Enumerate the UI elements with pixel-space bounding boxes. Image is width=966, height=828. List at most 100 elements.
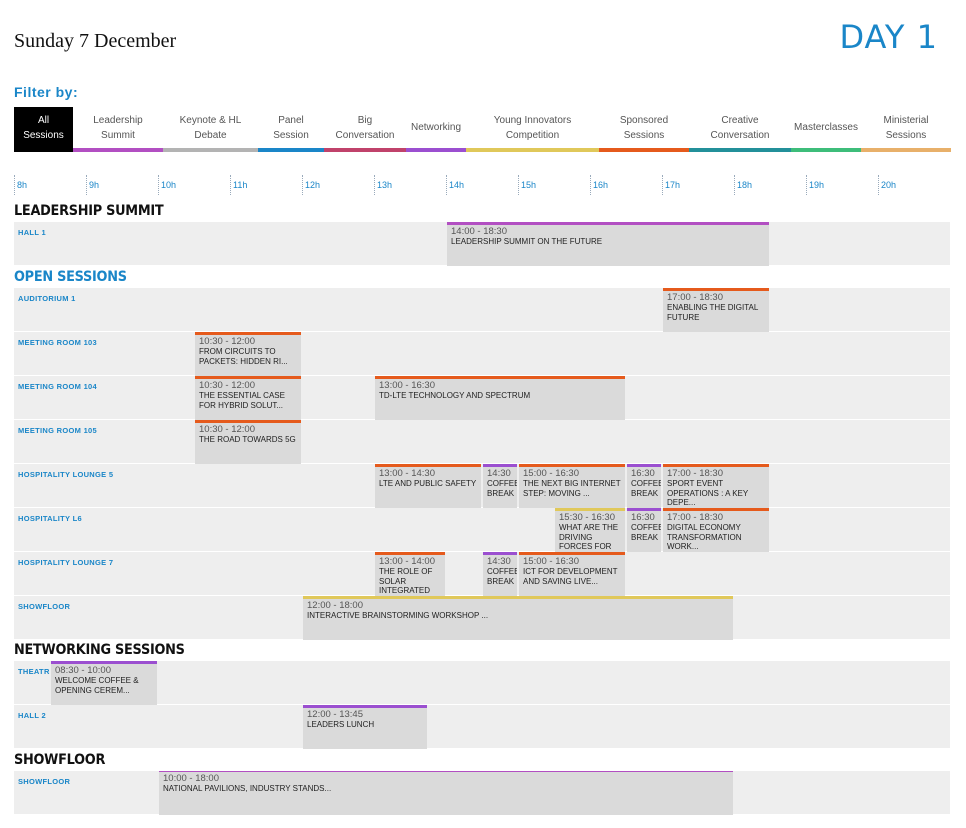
room-row: THEATR 08:30 - 10:00 WELCOME COFFEE & OPEN… <box>14 661 950 705</box>
room-row: AUDITORIUM 1 17:00 - 18:30 ENABLING THE DI… <box>14 288 950 332</box>
event-title: THE ROLE OF SOLAR INTEGRATED <box>379 567 433 595</box>
filter-ministerial[interactable]: Ministerial Sessions <box>861 107 951 152</box>
section-title: SHOWFLOOR <box>14 752 106 768</box>
hour-tick: 14h <box>446 175 464 195</box>
section-title: NETWORKING SESSIONS <box>14 642 185 658</box>
hour-tick: 16h <box>590 175 608 195</box>
room-label: THEATR <box>18 667 50 676</box>
event-title: THE ESSENTIAL CASE FOR HYBRID SOLUT... <box>199 391 285 410</box>
hour-tick: 15h <box>518 175 536 195</box>
event-title: ENABLING THE DIGITAL FUTURE <box>667 303 758 322</box>
session-event[interactable]: 13:00 - 14:30 LTE AND PUBLIC SAFETY <box>375 464 481 508</box>
session-event[interactable]: 14:00 - 18:30 LEADERSHIP SUMMIT ON THE FU… <box>447 222 769 266</box>
session-event[interactable]: 16:30 COFFEE BREAK <box>627 464 661 508</box>
room-row: MEETING ROOM 103 10:30 - 12:00 FROM CIRCUI… <box>14 332 950 376</box>
filter-leadership[interactable]: Leadership Summit <box>73 107 163 152</box>
session-event[interactable]: 12:00 - 13:45 LEADERS LUNCH <box>303 705 427 749</box>
hour-tick: 13h <box>374 175 392 195</box>
room-label: HOSPITALITY LOUNGE 5 <box>18 470 114 479</box>
filter-young[interactable]: Young Innovators Competition <box>466 107 599 152</box>
room-row: HOSPITALITY L6 15:30 - 16:30 WHAT ARE THE … <box>14 508 950 552</box>
session-event[interactable]: 14:30 COFFEE BREAK <box>483 552 517 596</box>
session-event[interactable]: 10:00 - 18:00 NATIONAL PAVILIONS, INDUSTR… <box>159 771 733 815</box>
room-row: HOSPITALITY LOUNGE 5 13:00 - 14:30 LTE AND… <box>14 464 950 508</box>
event-title: NATIONAL PAVILIONS, INDUSTRY STANDS... <box>163 784 332 793</box>
filter-big[interactable]: Big Conversation <box>324 107 406 152</box>
session-event[interactable]: 15:00 - 16:30 ICT FOR DEVELOPMENT AND SAV… <box>519 552 625 596</box>
event-time: 13:00 - 16:30 <box>379 380 435 391</box>
event-time: 16:30 <box>631 512 655 523</box>
event-time: 12:00 - 13:45 <box>307 709 363 720</box>
page-date: Sunday 7 December <box>14 30 177 52</box>
hour-tick: 11h <box>230 175 247 195</box>
event-time: 17:00 - 18:30 <box>667 292 723 303</box>
session-event[interactable]: 15:00 - 16:30 THE NEXT BIG INTERNET STEP:… <box>519 464 625 508</box>
section-title: LEADERSHIP SUMMIT <box>14 203 164 219</box>
filter-networking[interactable]: Networking <box>406 107 466 152</box>
event-time: 13:00 - 14:00 <box>379 556 435 567</box>
room-label: HOSPITALITY L6 <box>18 514 82 523</box>
time-axis: 8h 9h 10h 11h 12h 13h 14h 15h 16h 17h 18h 19h 20h <box>14 175 954 195</box>
event-title: SPORT EVENT OPERATIONS : A KEY DEPE... <box>667 479 749 507</box>
event-title: WHAT ARE THE DRIVING FORCES FOR <box>559 523 619 551</box>
filter-keynote[interactable]: Keynote & HL Debate <box>163 107 258 152</box>
room-row: MEETING ROOM 104 10:30 - 12:00 THE ESSENTI… <box>14 376 950 420</box>
event-title: FROM CIRCUITS TO PACKETS: HIDDEN RI... <box>199 347 288 366</box>
filter-masterclasses[interactable]: Masterclasses <box>791 107 861 152</box>
event-time: 14:00 - 18:30 <box>451 226 507 237</box>
room-row: SHOWFLOOR 10:00 - 18:00 NATIONAL PAVILIONS… <box>14 771 950 815</box>
room-row: MEETING ROOM 105 10:30 - 12:00 THE ROAD TO… <box>14 420 950 464</box>
room-label: HALL 2 <box>18 711 46 720</box>
session-event[interactable]: 12:00 - 18:00 INTERACTIVE BRAINSTORMING W… <box>303 596 733 640</box>
session-event[interactable]: 15:30 - 16:30 WHAT ARE THE DRIVING FORCES… <box>555 508 625 552</box>
event-time: 15:00 - 16:30 <box>523 556 579 567</box>
session-event[interactable]: 17:00 - 18:30 SPORT EVENT OPERATIONS : A … <box>663 464 769 508</box>
event-time: 10:30 - 12:00 <box>199 424 255 435</box>
event-title: LTE AND PUBLIC SAFETY <box>379 479 477 488</box>
room-label: AUDITORIUM 1 <box>18 294 76 303</box>
event-title: LEADERS LUNCH <box>307 720 375 729</box>
event-title: COFFEE BREAK <box>631 479 661 498</box>
filter-label: Filter by: <box>14 84 79 100</box>
filter-sponsored[interactable]: Sponsored Sessions <box>599 107 689 152</box>
event-time: 10:30 - 12:00 <box>199 380 255 391</box>
session-event[interactable]: 10:30 - 12:00 THE ROAD TOWARDS 5G <box>195 420 301 464</box>
event-title: COFFEE BREAK <box>487 567 517 586</box>
session-event[interactable]: 16:30 COFFEE BREAK <box>627 508 661 552</box>
section-title: OPEN SESSIONS <box>14 269 127 285</box>
filter-creative[interactable]: Creative Conversation <box>689 107 791 152</box>
session-event[interactable]: 10:30 - 12:00 FROM CIRCUITS TO PACKETS: H… <box>195 332 301 376</box>
room-label: MEETING ROOM 103 <box>18 338 97 347</box>
session-event[interactable]: 13:00 - 16:30 TD-LTE TECHNOLOGY AND SPECT… <box>375 376 625 420</box>
hour-tick: 12h <box>302 175 320 195</box>
session-event[interactable]: 14:30 COFFEE BREAK <box>483 464 517 508</box>
event-title: TD-LTE TECHNOLOGY AND SPECTRUM <box>379 391 531 400</box>
event-time: 16:30 <box>631 468 655 479</box>
event-title: THE ROAD TOWARDS 5G <box>199 435 296 444</box>
day-title: DAY 1 <box>839 18 938 56</box>
filter-all[interactable]: All Sessions <box>14 107 73 152</box>
room-label: MEETING ROOM 105 <box>18 426 97 435</box>
event-time: 13:00 - 14:30 <box>379 468 435 479</box>
filter-panel[interactable]: Panel Session <box>258 107 324 152</box>
event-time: 17:00 - 18:30 <box>667 512 723 523</box>
session-event[interactable]: 13:00 - 14:00 THE ROLE OF SOLAR INTEGRATE… <box>375 552 445 596</box>
hour-tick: 19h <box>806 175 824 195</box>
event-title: WELCOME COFFEE & OPENING CEREM... <box>55 676 139 695</box>
event-title: ICT FOR DEVELOPMENT AND SAVING LIVE... <box>523 567 618 586</box>
hour-tick: 20h <box>878 175 896 195</box>
room-row: SHOWFLOOR 12:00 - 18:00 INTERACTIVE BRAINS… <box>14 596 950 640</box>
room-row: HOSPITALITY LOUNGE 7 13:00 - 14:00 THE ROL… <box>14 552 950 596</box>
room-label: HOSPITALITY LOUNGE 7 <box>18 558 114 567</box>
room-label: MEETING ROOM 104 <box>18 382 97 391</box>
room-label: SHOWFLOOR <box>18 777 71 786</box>
session-event[interactable]: 10:30 - 12:00 THE ESSENTIAL CASE FOR HYBR… <box>195 376 301 420</box>
hour-tick: 9h <box>86 175 99 195</box>
session-event[interactable]: 08:30 - 10:00 WELCOME COFFEE & OPENING CE… <box>51 661 157 705</box>
event-title: THE NEXT BIG INTERNET STEP: MOVING ... <box>523 479 621 498</box>
event-time: 15:30 - 16:30 <box>559 512 615 523</box>
event-time: 10:00 - 18:00 <box>163 773 219 784</box>
session-event[interactable]: 17:00 - 18:30 DIGITAL ECONOMY TRANSFORMAT… <box>663 508 769 552</box>
session-event[interactable]: 17:00 - 18:30 ENABLING THE DIGITAL FUTURE <box>663 288 769 332</box>
hour-tick: 17h <box>662 175 680 195</box>
